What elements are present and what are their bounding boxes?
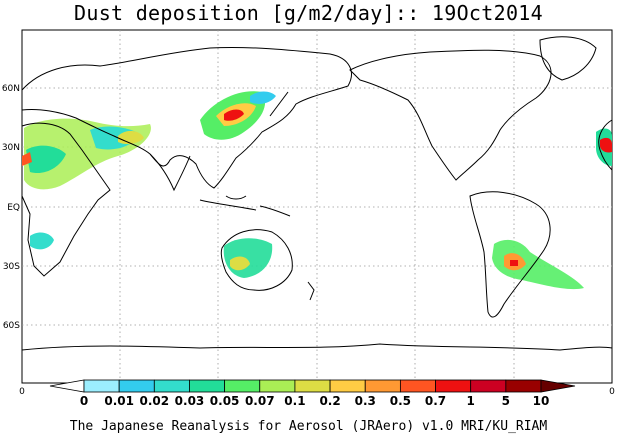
colorbar-label: 1	[467, 394, 475, 408]
colorbar-label: 0.01	[104, 394, 134, 408]
coastlines	[21, 36, 613, 351]
colorbar: 0 0.01 0.02 0.03 0.05 0.07 0.1 0.2 0.3 0.5 0.7 1 5 10	[49, 379, 576, 408]
lon-label-right: 0	[609, 387, 615, 397]
dust-south-africa	[30, 232, 54, 250]
coast-africa	[21, 122, 111, 277]
colorbar-label: 0.02	[140, 394, 170, 408]
colorbar-label: 0.7	[425, 394, 446, 408]
map-footer: The Japanese Reanalysis for Aerosol (JRA…	[69, 419, 548, 434]
coast-australia	[220, 229, 293, 291]
coast-japan	[269, 91, 289, 117]
colorbar-label: 0.05	[210, 394, 240, 408]
colorbar-segment	[540, 379, 576, 393]
colorbar-label: 0.2	[319, 394, 340, 408]
colorbar-segment	[259, 379, 296, 393]
coast-indonesia	[199, 195, 291, 217]
colorbar-label: 0.07	[245, 394, 275, 408]
coast-india	[149, 153, 191, 192]
dust-korea	[250, 91, 276, 104]
dust-gobi-hot	[224, 109, 244, 121]
colorbar-label: 5	[502, 394, 510, 408]
coast-antarctica	[21, 343, 613, 351]
colorbar-segment	[83, 379, 120, 393]
coast-eurasia	[21, 46, 352, 189]
map-title: Dust deposition [g/m2/day]:: 19Oct2014	[74, 1, 543, 25]
coast-new-zealand	[307, 281, 315, 301]
dust-sahara-east-hot	[600, 137, 612, 153]
colorbar-label: 0.03	[175, 394, 205, 408]
lat-label-30n: 30N	[2, 143, 20, 153]
latitude-labels: 60N 30N EQ 30S 60S	[2, 84, 20, 331]
colorbar-segment	[329, 379, 366, 393]
dust-shading	[22, 91, 612, 290]
colorbar-segment	[470, 379, 507, 393]
colorbar-segment	[224, 379, 261, 393]
colorbar-segment	[118, 379, 155, 393]
colorbar-segment	[435, 379, 472, 393]
dust-south-america	[492, 239, 584, 290]
dust-sahara-hot	[22, 152, 32, 166]
colorbar-segment	[153, 379, 190, 393]
colorbar-segment	[364, 379, 401, 393]
colorbar-segment	[399, 379, 436, 393]
coast-south-america	[469, 191, 551, 318]
colorbar-label: 0.3	[355, 394, 376, 408]
colorbar-segment	[505, 379, 542, 393]
colorbar-label: 0	[80, 394, 88, 408]
lat-label-30s: 30S	[3, 262, 20, 272]
coast-north-america	[349, 49, 552, 181]
lat-label-60n: 60N	[2, 84, 20, 94]
dust-australia-core	[230, 256, 250, 271]
colorbar-label: 0.5	[390, 394, 411, 408]
lat-label-eq: EQ	[7, 203, 20, 213]
colorbar-segment	[189, 379, 226, 393]
colorbar-segment	[294, 379, 331, 393]
dust-patagonia-hot	[510, 260, 518, 266]
coast-greenland	[539, 36, 597, 81]
colorbar-label: 10	[533, 394, 550, 408]
colorbar-label: 0.1	[284, 394, 305, 408]
lon-label-left: 0	[19, 387, 25, 397]
dust-sahara-core	[26, 145, 66, 174]
coast-africa-east	[598, 119, 613, 171]
lat-label-60s: 60S	[3, 321, 20, 331]
